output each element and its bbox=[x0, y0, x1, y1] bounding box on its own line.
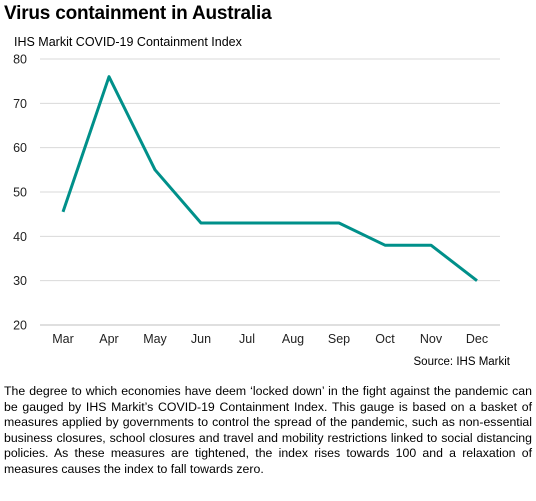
y-tick-label: 50 bbox=[13, 186, 27, 200]
source-note: Source: IHS Markit bbox=[413, 356, 511, 368]
line-chart: 20 30 40 50 60 70 80 Mar Apr May Jun Jul Aug Sep Oct N… bbox=[13, 53, 500, 346]
caption-text: The degree to which economies have deem … bbox=[4, 384, 532, 476]
y-tick-label: 60 bbox=[13, 141, 27, 155]
x-tick-label: Aug bbox=[282, 332, 304, 346]
y-tick-label: 20 bbox=[13, 319, 27, 333]
y-tick-label: 70 bbox=[13, 97, 27, 111]
y-axis-ticks: 20 30 40 50 60 70 80 bbox=[13, 53, 27, 333]
y-tick-label: 80 bbox=[13, 53, 27, 67]
x-tick-label: Mar bbox=[52, 332, 74, 346]
x-tick-label: May bbox=[143, 332, 167, 346]
x-tick-label: Sep bbox=[328, 332, 350, 346]
x-tick-label: Dec bbox=[466, 332, 488, 346]
grid-lines bbox=[40, 58, 500, 282]
chart-title: Virus containment in Australia bbox=[4, 3, 272, 24]
x-tick-label: Oct bbox=[375, 332, 395, 346]
x-tick-label: Jun bbox=[191, 332, 211, 346]
x-tick-label: Apr bbox=[99, 332, 118, 346]
x-axis-ticks: Mar Apr May Jun Jul Aug Sep Oct Nov Dec bbox=[52, 332, 488, 346]
x-tick-label: Jul bbox=[239, 332, 255, 346]
y-tick-label: 40 bbox=[13, 230, 27, 244]
chart-subtitle: IHS Markit COVID-19 Containment Index bbox=[14, 35, 242, 49]
y-tick-label: 30 bbox=[13, 274, 27, 288]
series-line bbox=[61, 75, 478, 282]
x-tick-label: Nov bbox=[420, 332, 443, 346]
